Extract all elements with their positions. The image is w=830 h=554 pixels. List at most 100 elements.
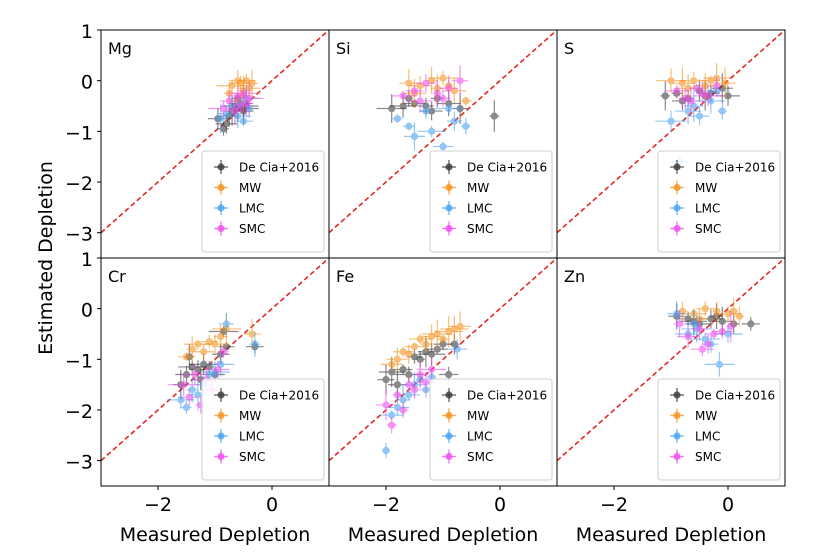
panel-zn-smc-point	[726, 310, 735, 343]
panel-cr-lmc-point	[181, 400, 192, 414]
panel-zn-mw-point	[712, 301, 721, 321]
panel-fe-reference-line	[329, 258, 557, 462]
panel-si-lmc-point	[404, 122, 425, 151]
panel-cr-legend-item-de-cia-2016: De Cia+2016	[214, 388, 319, 403]
panel-fe-mw-point	[440, 315, 469, 342]
panel-si-legend: De Cia+2016 MW LMC SMC	[429, 150, 553, 253]
panel-s-mw-point	[701, 75, 721, 86]
x-axis-label: Measured Depletion	[576, 524, 767, 546]
panel-s-legend-item-mw: MW	[670, 180, 717, 195]
panel-cr-mw-point	[186, 336, 198, 362]
panel-zn-reference-line	[557, 258, 785, 462]
panel-zn-smc-point	[673, 310, 686, 338]
panel-si-smc-point	[435, 90, 451, 107]
panel-si-smc-point	[439, 75, 459, 102]
panel-mg-legend-label: SMC	[239, 222, 265, 236]
panel-s-legend-item-lmc: LMC	[670, 201, 720, 216]
panel-si: Si De Cia+2016 MW LMC SMC	[328, 29, 558, 259]
y-tick-label: 0	[81, 300, 93, 322]
panel-cr-smc-point	[206, 360, 230, 379]
panel-zn-smc-point	[712, 324, 733, 339]
panel-fe-legend-item-mw: MW	[442, 408, 489, 423]
panel-zn-legend-item-de-cia-2016: De Cia+2016	[670, 388, 775, 403]
panel-cr-de-cia-2016-point	[178, 360, 207, 374]
panel-fe-de-cia-2016-point	[415, 351, 425, 368]
panel-si-lmc-point	[419, 103, 433, 119]
panel-fe-mw-point	[380, 357, 403, 371]
panel-fe-mw-point	[420, 336, 431, 352]
panel-si-mw-point	[459, 96, 472, 106]
panel-cr-mw-point	[183, 339, 213, 349]
panel-fe-mw-point	[434, 315, 463, 348]
panel-zn-smc-point	[702, 334, 714, 354]
panel-fe-series-mw	[380, 311, 471, 372]
panel-s-lmc-point	[689, 106, 710, 126]
y-tick-label: 0	[81, 72, 93, 94]
panel-cr-legend-label: De Cia+2016	[239, 389, 319, 403]
panel-mg-series-smc	[208, 82, 264, 126]
panel-cr-mw-point	[193, 344, 215, 360]
panel-s-label: S	[564, 39, 574, 58]
panel-si-mw-point	[428, 70, 458, 86]
panel-zn: Zn De Cia+2016 MW LMC SMC	[556, 257, 786, 490]
panel-zn-legend-label: De Cia+2016	[695, 389, 775, 403]
panel-fe-legend-item-lmc: LMC	[442, 429, 492, 444]
y-tick-label: −1	[65, 122, 93, 144]
panel-s-smc-point	[712, 77, 722, 95]
panel-cr-smc-point	[181, 389, 198, 406]
panel-fe: Fe De Cia+2016 MW LMC SMC	[328, 257, 558, 490]
panel-mg-legend-item-smc: SMC	[214, 221, 265, 236]
panel-mg-smc-point	[230, 87, 257, 99]
panel-si-label: Si	[336, 39, 351, 58]
panel-mg-legend: De Cia+2016 MW LMC SMC	[201, 150, 325, 253]
panel-si-legend-label: LMC	[467, 202, 492, 216]
panel-cr-reference-line	[101, 258, 329, 462]
panel-mg-smc-point	[233, 99, 248, 113]
x-tick-label: 0	[266, 494, 278, 516]
panel-fe-legend-label: SMC	[467, 450, 493, 464]
panel-mg-lmc-point	[234, 116, 253, 127]
panel-fe-series-de-cia-2016	[377, 333, 462, 400]
panel-s-series-smc	[664, 77, 724, 114]
panel-fe-legend-label: MW	[467, 409, 489, 423]
panel-fe-series-smc	[375, 357, 447, 434]
panel-mg-legend-item-mw: MW	[214, 180, 261, 195]
panel-cr-mw-point	[177, 352, 196, 362]
panel-fe-mw-point	[404, 342, 425, 351]
panel-fe-smc-point	[375, 389, 397, 421]
panel-zn-lmc-point	[704, 352, 735, 377]
panel-si-smc-point	[407, 89, 433, 113]
panel-si-lmc-point	[461, 117, 471, 135]
panel-si-legend-item-smc: SMC	[442, 221, 493, 236]
panel-mg-legend-item-de-cia-2016: De Cia+2016	[214, 160, 319, 175]
panel-fe-smc-point	[392, 389, 403, 401]
panel-si-legend-label: De Cia+2016	[467, 161, 547, 175]
panel-si-series-smc	[391, 65, 469, 113]
panel-si-legend-label: MW	[467, 181, 489, 195]
panel-s-legend-label: De Cia+2016	[695, 161, 775, 175]
panel-s-smc-point	[692, 85, 724, 107]
panel-zn-series-smc	[673, 310, 735, 357]
panel-zn-frame	[556, 257, 786, 487]
panel-cr-smc-point	[218, 346, 229, 358]
panel-cr-legend-label: MW	[239, 409, 261, 423]
panel-fe-legend-item-smc: SMC	[442, 449, 493, 464]
panel-si-lmc-point	[447, 111, 462, 132]
x-tick-label: −2	[372, 494, 400, 516]
x-tick-label: 0	[722, 494, 734, 516]
panel-fe-de-cia-2016-point	[378, 356, 405, 388]
panel-s-legend-label: MW	[695, 181, 717, 195]
panel-fe-series-lmc	[380, 338, 468, 459]
panel-si-lmc-point	[435, 102, 463, 115]
panel-s-smc-point	[696, 81, 709, 106]
panel-cr-mw-point	[202, 334, 228, 355]
panel-mg-legend-label: De Cia+2016	[239, 161, 319, 175]
panel-si-series-lmc	[392, 102, 471, 152]
panel-mg: Mg De Cia+2016 MW LMC SMC	[97, 29, 330, 259]
panel-fe-lmc-point	[381, 442, 391, 459]
y-axis-label: Estimated Depletion	[35, 161, 57, 355]
panel-s: S De Cia+2016 MW LMC SMC	[556, 29, 786, 259]
panel-cr-legend: De Cia+2016 MW LMC SMC	[201, 378, 325, 481]
panel-si-smc-point	[416, 74, 436, 93]
panel-si-smc-point	[405, 85, 424, 97]
